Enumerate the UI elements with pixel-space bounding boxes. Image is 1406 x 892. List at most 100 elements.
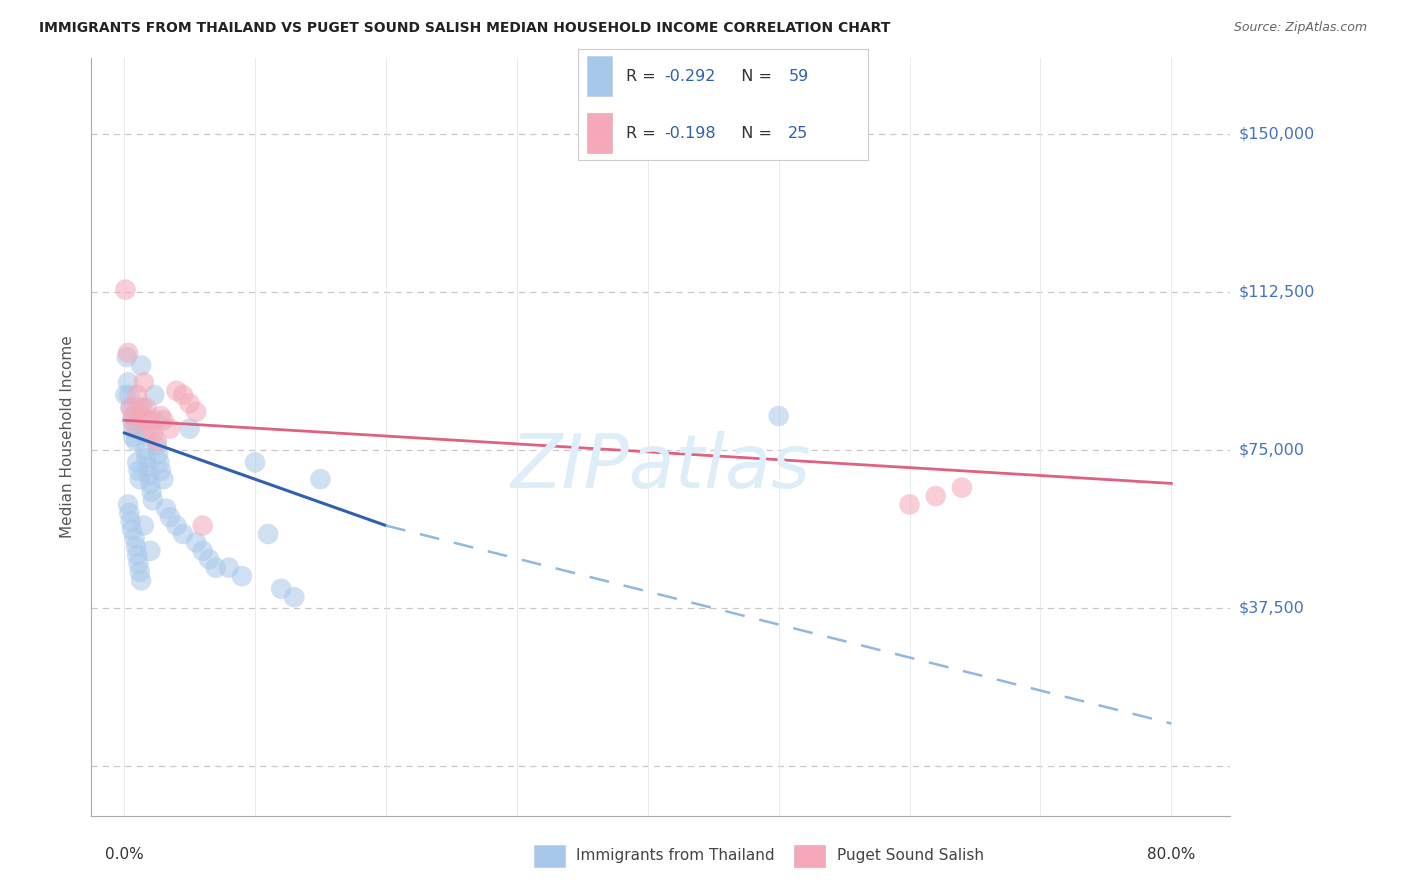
Point (139, 543, 162, 558)
Point (172, 527, 194, 541)
Text: N =: N = (731, 69, 778, 84)
Point (122, 430, 145, 444)
Point (121, 523, 143, 537)
Point (127, 455, 149, 469)
Point (132, 518, 155, 533)
FancyBboxPatch shape (578, 49, 868, 161)
Point (142, 493, 165, 508)
Point (149, 409, 172, 423)
Point (149, 464, 172, 478)
Point (121, 413, 143, 427)
Point (142, 425, 165, 440)
Text: $75,000: $75,000 (1239, 442, 1305, 458)
Point (128, 557, 150, 571)
Point (129, 409, 152, 423)
Point (145, 413, 167, 427)
Point (129, 574, 152, 588)
Point (159, 422, 181, 436)
Point (135, 451, 157, 466)
Point (152, 472, 174, 486)
Point (122, 422, 145, 436)
Point (114, 283, 136, 297)
Point (132, 425, 155, 440)
Text: N =: N = (731, 126, 778, 141)
Point (128, 464, 150, 478)
Point (146, 438, 169, 452)
Point (128, 472, 150, 486)
Y-axis label: Median Household Income: Median Household Income (60, 335, 76, 539)
Point (117, 376, 139, 390)
Point (124, 409, 146, 423)
Point (136, 459, 159, 474)
Point (117, 346, 139, 360)
Point (120, 514, 142, 528)
Point (129, 359, 152, 373)
Point (204, 560, 226, 574)
Text: Immigrants from Thailand: Immigrants from Thailand (576, 848, 775, 863)
Point (124, 417, 146, 432)
Text: -0.292: -0.292 (664, 69, 716, 84)
Text: 59: 59 (789, 69, 808, 84)
Point (138, 413, 160, 427)
Point (950, 481, 973, 495)
Text: 80.0%: 80.0% (1147, 847, 1195, 862)
Point (179, 396, 201, 410)
Point (159, 510, 181, 524)
Point (125, 434, 148, 449)
Text: ZIPatlas: ZIPatlas (510, 432, 811, 503)
Point (114, 388, 136, 402)
Point (124, 531, 146, 545)
Text: 25: 25 (789, 126, 808, 141)
Point (141, 484, 163, 499)
Point (132, 376, 155, 390)
Text: R =: R = (626, 69, 661, 84)
Point (166, 384, 188, 398)
Point (198, 552, 221, 566)
Text: 0.0%: 0.0% (104, 847, 143, 862)
Point (179, 422, 201, 436)
Point (120, 401, 142, 415)
Point (146, 447, 169, 461)
Point (184, 535, 207, 549)
FancyBboxPatch shape (586, 113, 612, 153)
Text: Puget Sound Salish: Puget Sound Salish (837, 848, 984, 863)
Point (120, 401, 142, 415)
Point (925, 489, 948, 503)
FancyBboxPatch shape (586, 56, 612, 96)
Point (118, 388, 141, 402)
Point (128, 565, 150, 579)
Point (138, 467, 160, 482)
Text: R =: R = (626, 126, 661, 141)
Point (231, 569, 253, 583)
Point (191, 543, 214, 558)
Point (135, 401, 157, 415)
Point (309, 472, 332, 486)
Point (184, 405, 207, 419)
Point (152, 413, 174, 427)
Point (243, 455, 266, 469)
Point (257, 527, 280, 541)
Point (127, 548, 149, 562)
Text: $150,000: $150,000 (1239, 127, 1315, 141)
Point (125, 540, 148, 554)
Point (898, 498, 921, 512)
Text: IMMIGRANTS FROM THAILAND VS PUGET SOUND SALISH MEDIAN HOUSEHOLD INCOME CORRELATI: IMMIGRANTS FROM THAILAND VS PUGET SOUND … (39, 21, 891, 36)
Point (139, 476, 162, 491)
Point (283, 590, 305, 604)
Point (117, 498, 139, 512)
Text: $37,500: $37,500 (1239, 600, 1305, 615)
Text: -0.198: -0.198 (664, 126, 716, 141)
Point (143, 388, 166, 402)
Point (131, 401, 153, 415)
Text: $112,500: $112,500 (1239, 285, 1315, 299)
Point (139, 422, 162, 436)
Point (166, 518, 188, 533)
Point (134, 442, 156, 457)
Point (270, 582, 292, 596)
Text: Source: ZipAtlas.com: Source: ZipAtlas.com (1233, 21, 1367, 35)
Point (218, 560, 240, 574)
Point (148, 455, 170, 469)
Point (172, 388, 194, 402)
Point (146, 434, 169, 449)
Point (122, 409, 145, 423)
